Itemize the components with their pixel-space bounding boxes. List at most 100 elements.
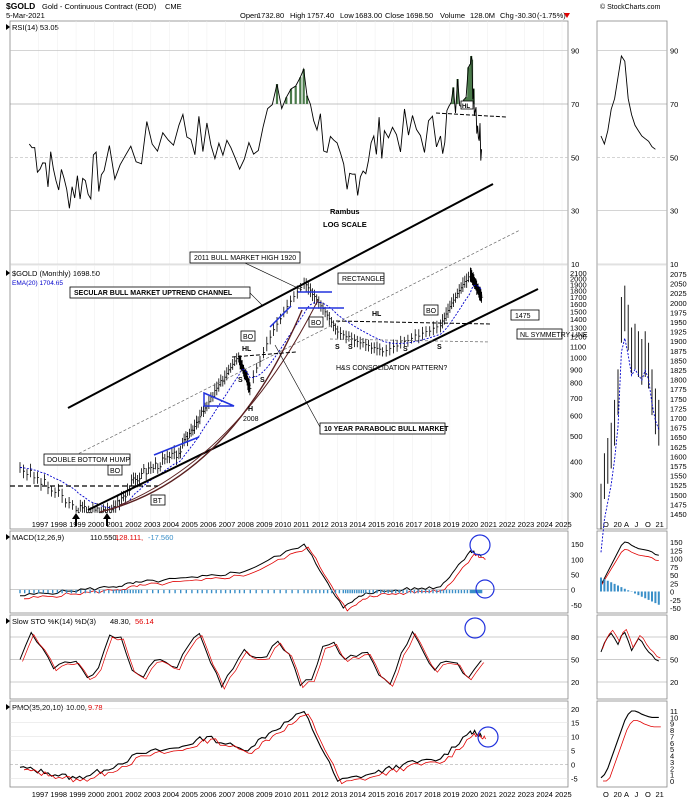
inset-price-tick-1775: 1775: [670, 385, 687, 394]
inset-month-bottom-1: 20: [614, 790, 622, 799]
neckline-hs: [335, 320, 491, 325]
pmo-tick-10: 10: [571, 733, 579, 742]
macd-collapse-icon[interactable]: [6, 534, 10, 540]
inset-macd-tick-25: 25: [670, 579, 678, 588]
year-tick-bottom-2019: 2019: [443, 790, 460, 799]
parabolic-pointer: [274, 344, 321, 428]
macd-tick-100: 100: [571, 555, 584, 564]
inset-price-tick-1925: 1925: [670, 328, 687, 337]
channel-lower-line: [87, 288, 539, 511]
parabolic-curve-outer: [99, 309, 303, 513]
price-tick-1500: 1500: [570, 307, 587, 316]
inset-pmo-signal: [603, 720, 661, 782]
inset-macd-frame: [596, 530, 668, 614]
s-label-5: S: [403, 346, 408, 353]
rsi-series: [28, 55, 483, 209]
year-tick-bottom-2011: 2011: [293, 790, 309, 799]
inset-pmo-tick-6: 6: [670, 739, 674, 748]
parabolic-curve-inner: [119, 299, 319, 506]
nl-symmetry-box: [516, 328, 563, 340]
grid-layer: [10, 21, 667, 779]
exchange: CME: [165, 2, 182, 11]
inset-macd-tick-150: 150: [670, 538, 683, 547]
inset-month-bottom-0: O: [603, 790, 609, 799]
inset-sto-d: [602, 628, 661, 659]
level-1475-box: [510, 309, 540, 321]
year-tick-main-2001: 2001: [106, 520, 123, 529]
rsi-collapse-icon[interactable]: [6, 24, 10, 30]
price-series: [19, 267, 484, 514]
parabolic-box: [319, 422, 446, 435]
inset-month-bottom-5: 21: [656, 790, 664, 799]
brand: © StockCharts.com: [600, 3, 661, 11]
inset-pmo-tick-8: 8: [670, 726, 674, 735]
price-tick-1100: 1100: [570, 343, 586, 352]
year-tick-bottom-2016: 2016: [387, 790, 404, 799]
nl-symmetry-label: NL SYMMETRY LINE: [520, 332, 588, 339]
rsi-tick-30: 30: [571, 207, 579, 216]
sto-tick-50: 50: [571, 656, 579, 665]
secular-pointer: [249, 292, 263, 306]
year-tick-main-2018: 2018: [424, 520, 441, 529]
bo-label-2001: BO: [110, 468, 121, 475]
bo-box-2009: [240, 330, 256, 342]
price-tick-700: 700: [570, 394, 583, 403]
high-label: High: [290, 11, 305, 20]
inset-rsi-line: [600, 54, 656, 150]
inset-pmo-tick-10: 10: [670, 713, 678, 722]
up-arrow-icon-2: [103, 513, 111, 526]
inset-price-tick-1700: 1700: [670, 414, 687, 423]
inset-rsi-tick-90: 90: [670, 47, 678, 56]
inset-rsi-tick-50: 50: [670, 153, 678, 162]
inset-month-main-5: 21: [656, 520, 664, 529]
pmo-frame: [9, 700, 569, 788]
open-label: Open: [240, 11, 258, 20]
scale-label: LOG SCALE: [323, 220, 367, 229]
s-label-1: S: [238, 377, 243, 384]
bo-box-2019: [423, 304, 439, 316]
year-tick-bottom-2007: 2007: [219, 790, 236, 799]
inset-price-tick-2050: 2050: [670, 280, 687, 289]
rsi-tick-10: 10: [571, 260, 579, 269]
inset-rsi-tick-70: 70: [670, 100, 678, 109]
inset-macd-tick-100: 100: [670, 555, 683, 564]
inset-pmo-line: [600, 710, 659, 779]
inset-macd-histogram: [600, 577, 660, 605]
volume-label: Volume: [440, 11, 465, 20]
inset-month-main-4: O: [645, 520, 651, 529]
price-collapse-icon[interactable]: [6, 270, 10, 276]
year-tick-bottom-2024: 2024: [536, 790, 553, 799]
pmo-collapse-icon[interactable]: [6, 704, 10, 710]
inset-pmo-tick-5: 5: [670, 745, 674, 754]
year-tick-main-2003: 2003: [144, 520, 161, 529]
bull-high-pointer: [244, 262, 303, 291]
year-tick-main-2008: 2008: [237, 520, 254, 529]
neckline-2008: [231, 351, 297, 358]
sto-collapse-icon[interactable]: [6, 618, 10, 624]
year-tick-bottom-2015: 2015: [368, 790, 385, 799]
year-tick-bottom-2005: 2005: [181, 790, 198, 799]
sto-series: [19, 630, 485, 690]
sto-circle: [464, 617, 486, 639]
inset-pmo-tick-4: 4: [670, 752, 674, 761]
year-tick-main-2025: 2025: [555, 520, 572, 529]
inset-price-tick-1600: 1600: [670, 452, 687, 461]
h-year-label: 2008: [243, 416, 259, 423]
price-bars: [19, 267, 484, 514]
sto-legend: Slow STO %K(14) %D(3): [12, 617, 97, 626]
price-tick-1300: 1300: [570, 324, 587, 333]
rectangle-label: RECTANGLE: [342, 276, 385, 283]
bo-label-2019: BO: [426, 308, 437, 315]
inset-pmo-tick-0: 0: [670, 777, 674, 786]
ohlc-row: Open 1732.80 High 1757.40 Low 1683.00 Cl…: [240, 11, 570, 20]
year-tick-main-2011: 2011: [293, 520, 309, 529]
inset-pmo-tick-1: 1: [670, 771, 674, 780]
axis-layer: 1997199719981998199919992000200020012001…: [32, 47, 687, 799]
macd-hist-value: -17.560: [148, 533, 173, 542]
hl-label-2014: HL: [372, 311, 382, 318]
year-tick-bottom-2008: 2008: [237, 790, 254, 799]
sto-tick-20: 20: [571, 678, 579, 687]
inset-rsi-tick-10: 10: [670, 260, 678, 269]
secular-label: SECULAR BULL MARKET UPTREND CHANNEL: [74, 290, 233, 297]
